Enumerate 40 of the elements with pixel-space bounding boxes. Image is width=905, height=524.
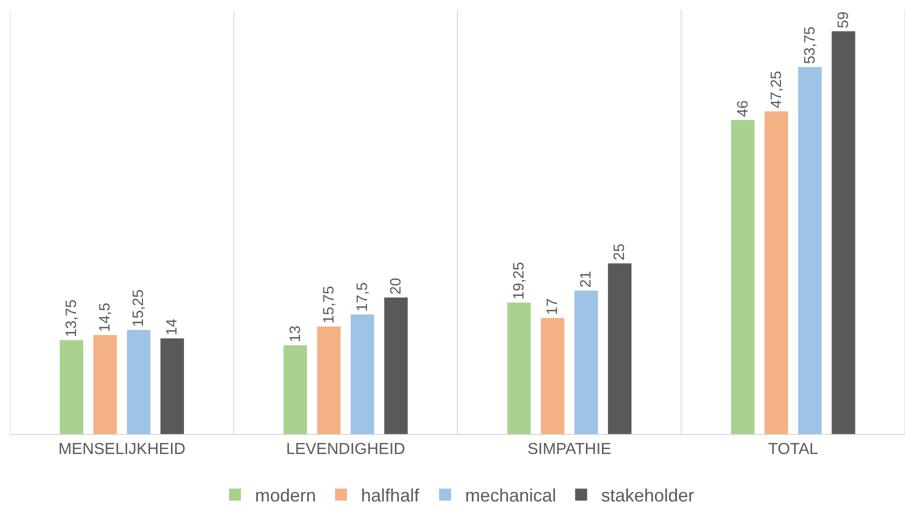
data-label: 46 <box>734 100 752 117</box>
bar <box>507 302 531 434</box>
data-label: 25 <box>611 244 628 260</box>
x-tick-label: TOTAL <box>768 441 818 458</box>
legend-label: mechanical <box>465 486 556 506</box>
data-label: 21 <box>578 270 595 288</box>
bar <box>384 297 408 434</box>
x-tick-label: LEVENDIGHEID <box>286 441 406 458</box>
bar <box>798 67 822 434</box>
legend-label: halfhalf <box>361 486 420 506</box>
bar <box>574 290 598 434</box>
bar <box>764 111 788 434</box>
bar <box>284 345 308 434</box>
bar <box>832 31 856 434</box>
bar <box>126 330 150 434</box>
data-label: 17,5 <box>354 282 371 312</box>
bar <box>317 326 341 434</box>
data-label: 59 <box>834 12 852 28</box>
bar <box>160 338 184 434</box>
data-label: 13 <box>286 326 304 342</box>
bar <box>608 263 632 434</box>
data-label: 15,25 <box>130 289 148 327</box>
data-label: 20 <box>387 278 404 294</box>
data-label: 15,75 <box>320 286 338 324</box>
bar <box>350 314 374 434</box>
x-tick-label: SIMPATHIE <box>527 441 612 458</box>
bar <box>540 318 564 434</box>
data-label: 53,75 <box>801 26 818 64</box>
data-label: 14,5 <box>96 302 114 332</box>
bar <box>60 340 84 434</box>
data-label: 19,25 <box>510 262 528 300</box>
data-label: 13,75 <box>63 300 80 338</box>
bar <box>731 120 755 434</box>
data-label: 47,25 <box>768 70 785 108</box>
legend-label: modern <box>255 486 316 506</box>
legend-label: stakeholder <box>601 486 694 506</box>
bar <box>93 335 117 434</box>
data-label: 17 <box>544 298 562 315</box>
data-label: 14 <box>164 318 181 336</box>
x-tick-label: MENSELIJKHEID <box>58 441 186 458</box>
